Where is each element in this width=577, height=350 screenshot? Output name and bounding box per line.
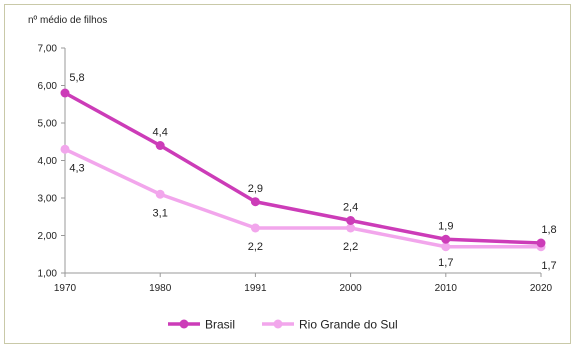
data-label: 1,9 (438, 220, 453, 232)
y-axis-label: nº médio de filhos (28, 15, 108, 26)
data-point (536, 238, 546, 248)
y-tick-label: 2,00 (38, 231, 58, 242)
y-tick-label: 1,00 (38, 269, 58, 280)
data-label: 1,8 (541, 224, 556, 236)
data-point (250, 197, 260, 207)
data-point (60, 88, 70, 98)
data-label: 2,2 (343, 241, 358, 253)
data-point (250, 223, 260, 233)
data-label: 4,4 (153, 127, 168, 139)
y-tick-label: 4,00 (38, 156, 58, 167)
data-label: 2,9 (248, 183, 263, 195)
x-tick-label: 1970 (54, 283, 77, 294)
y-tick-label: 7,00 (38, 44, 58, 55)
legend-item-brasil-label: Brasil (205, 318, 235, 332)
legend-item-rio-grande-do-sul-label: Rio Grande do Sul (299, 318, 398, 332)
data-point (155, 189, 165, 199)
chart-frame (4, 4, 571, 344)
data-point (60, 144, 70, 154)
series-line-rio-grande-do-sul (64, 147, 541, 249)
data-point (155, 141, 165, 150)
data-label: 3,1 (153, 207, 168, 219)
legend-item-brasil-marker (179, 319, 189, 329)
y-tick-label: 3,00 (38, 194, 58, 205)
x-tick-label: 2000 (339, 283, 362, 294)
data-label: 4,3 (69, 162, 84, 174)
y-tick-label: 5,00 (38, 119, 58, 130)
data-point (346, 223, 356, 233)
data-point (441, 234, 451, 244)
x-tick-label: 1991 (244, 283, 267, 294)
data-point (346, 216, 356, 225)
series-line-brasil (64, 91, 542, 245)
y-tick-label: 6,00 (38, 81, 58, 92)
data-label: 2,2 (248, 241, 263, 253)
x-tick-label: 1980 (149, 283, 172, 294)
legend-item-rio-grande-do-sul-marker (273, 319, 283, 329)
data-label: 2,4 (343, 202, 358, 214)
data-label: 1,7 (438, 257, 453, 269)
data-label: 5,8 (69, 72, 84, 84)
data-label: 1,7 (541, 260, 556, 272)
x-tick-label: 2010 (435, 283, 458, 294)
x-tick-label: 2020 (530, 283, 553, 294)
data-point (441, 242, 451, 252)
